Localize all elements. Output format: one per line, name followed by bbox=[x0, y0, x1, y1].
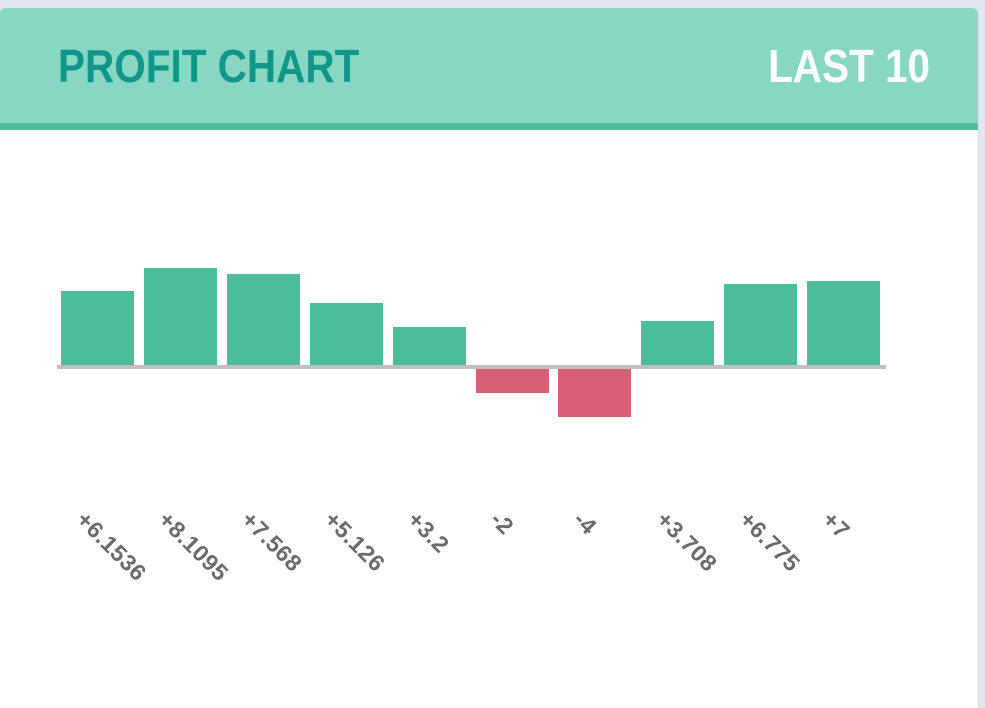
chart-bar-negative[interactable] bbox=[475, 369, 549, 393]
x-axis-label: +3.2 bbox=[402, 506, 455, 558]
x-axis-label: +3.708 bbox=[651, 506, 723, 577]
x-axis-label: +6.775 bbox=[734, 506, 806, 577]
x-axis-label: +5.126 bbox=[319, 506, 391, 577]
chart-baseline bbox=[57, 365, 886, 369]
chart-bar-positive[interactable] bbox=[226, 274, 300, 365]
x-axis-label: -2 bbox=[485, 506, 520, 540]
chart-bar-positive[interactable] bbox=[61, 291, 134, 365]
x-axis-label: +8.1095 bbox=[154, 506, 235, 587]
x-axis-label: +7 bbox=[817, 506, 855, 544]
x-axis-label: +6.1536 bbox=[71, 506, 152, 587]
chart-bar-negative[interactable] bbox=[558, 369, 632, 417]
card-header: PROFIT CHART LAST 10 bbox=[0, 8, 978, 130]
card-title: PROFIT CHART bbox=[58, 39, 360, 92]
chart-bar-positive[interactable] bbox=[641, 320, 715, 365]
chart-bar-positive[interactable] bbox=[807, 281, 881, 365]
chart-bar-positive[interactable] bbox=[392, 326, 466, 365]
x-axis-label: -4 bbox=[568, 506, 603, 540]
chart-bar-positive[interactable] bbox=[724, 283, 798, 365]
chart-bar-positive[interactable] bbox=[143, 267, 217, 365]
chart-bar-positive[interactable] bbox=[309, 303, 383, 365]
last-10-label: LAST 10 bbox=[768, 39, 930, 92]
x-axis-label: +7.568 bbox=[236, 506, 308, 577]
